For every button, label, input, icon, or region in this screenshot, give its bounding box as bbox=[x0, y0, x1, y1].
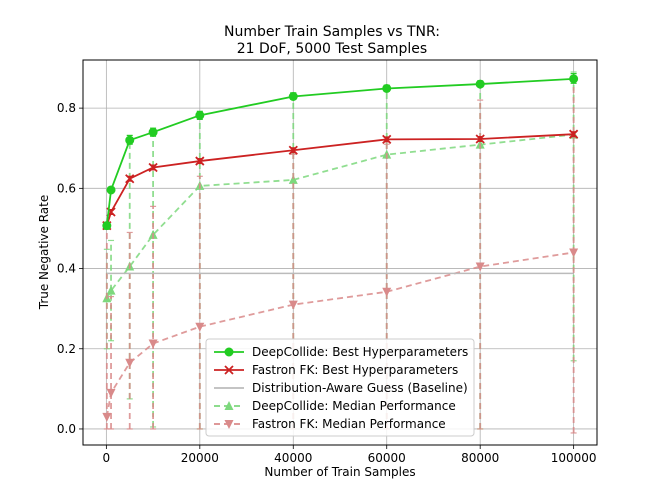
x-tick-label: 80000 bbox=[461, 451, 499, 465]
y-tick-label: 0.6 bbox=[57, 181, 76, 195]
legend-box bbox=[205, 338, 475, 437]
legend-marker bbox=[224, 365, 234, 375]
data-point bbox=[148, 162, 158, 173]
y-tick-label: 0.8 bbox=[57, 101, 76, 115]
plot-frame bbox=[82, 59, 598, 446]
legend: DeepCollide: Best Hyperparameters Fastron… bbox=[205, 338, 475, 437]
x-tick-label: 60000 bbox=[368, 451, 406, 465]
data-point bbox=[475, 79, 485, 89]
chart-title-line1: Number Train Samples vs TNR: bbox=[224, 24, 440, 40]
legend-label: Fastron FK: Best Hyperparameters bbox=[252, 363, 458, 377]
data-point bbox=[382, 83, 392, 93]
x-tick-label: 20000 bbox=[181, 451, 219, 465]
chart-title-line2: 21 DoF, 5000 Test Samples bbox=[237, 41, 427, 57]
data-point bbox=[288, 91, 298, 101]
x-tick-label: 0 bbox=[103, 451, 111, 465]
data-point bbox=[106, 285, 116, 295]
legend-label: DeepCollide: Best Hyperparameters bbox=[252, 345, 468, 359]
data-point bbox=[288, 145, 298, 155]
data-point bbox=[288, 300, 298, 310]
y-tick-label: 0.2 bbox=[57, 342, 76, 356]
legend-label: DeepCollide: Median Performance bbox=[252, 399, 456, 413]
data-point bbox=[125, 358, 135, 368]
data-point bbox=[195, 322, 205, 332]
x-axis-label: Number of Train Samples bbox=[264, 465, 415, 479]
series-1 bbox=[102, 129, 579, 231]
x-tick-label: 100000 bbox=[551, 451, 597, 465]
data-point bbox=[569, 248, 579, 258]
data-point bbox=[382, 134, 392, 145]
tick-layer: 0 20000 40000 60000 80000 100000 0.0 0.2 0.4 0.6 0… bbox=[57, 101, 597, 465]
legend-label: Fastron FK: Median Performance bbox=[252, 417, 446, 431]
data-point bbox=[288, 174, 298, 184]
data-point bbox=[148, 339, 158, 349]
data-point bbox=[102, 221, 112, 231]
data-point bbox=[475, 134, 485, 144]
series-line bbox=[105, 251, 574, 418]
y-axis-label: True Negative Rate bbox=[37, 195, 51, 311]
data-point bbox=[195, 156, 205, 166]
data-point bbox=[125, 174, 135, 184]
data-point bbox=[106, 185, 116, 195]
data-layer bbox=[102, 71, 579, 434]
data-point bbox=[106, 388, 116, 398]
x-tick-label: 40000 bbox=[274, 451, 312, 465]
legend-marker bbox=[224, 420, 234, 429]
series-0 bbox=[102, 73, 579, 231]
legend-marker bbox=[224, 401, 234, 410]
data-point bbox=[568, 129, 579, 139]
data-point bbox=[125, 135, 135, 145]
legend-marker bbox=[224, 347, 234, 357]
data-point bbox=[102, 412, 112, 422]
legend-label: Distribution-Aware Guess (Baseline) bbox=[252, 381, 468, 395]
data-point bbox=[148, 127, 158, 137]
y-tick-label: 0.4 bbox=[57, 262, 76, 276]
y-tick-label: 0.0 bbox=[57, 422, 76, 436]
data-point bbox=[475, 262, 485, 272]
data-point bbox=[382, 287, 392, 297]
data-point bbox=[195, 110, 205, 120]
data-point bbox=[569, 74, 579, 84]
